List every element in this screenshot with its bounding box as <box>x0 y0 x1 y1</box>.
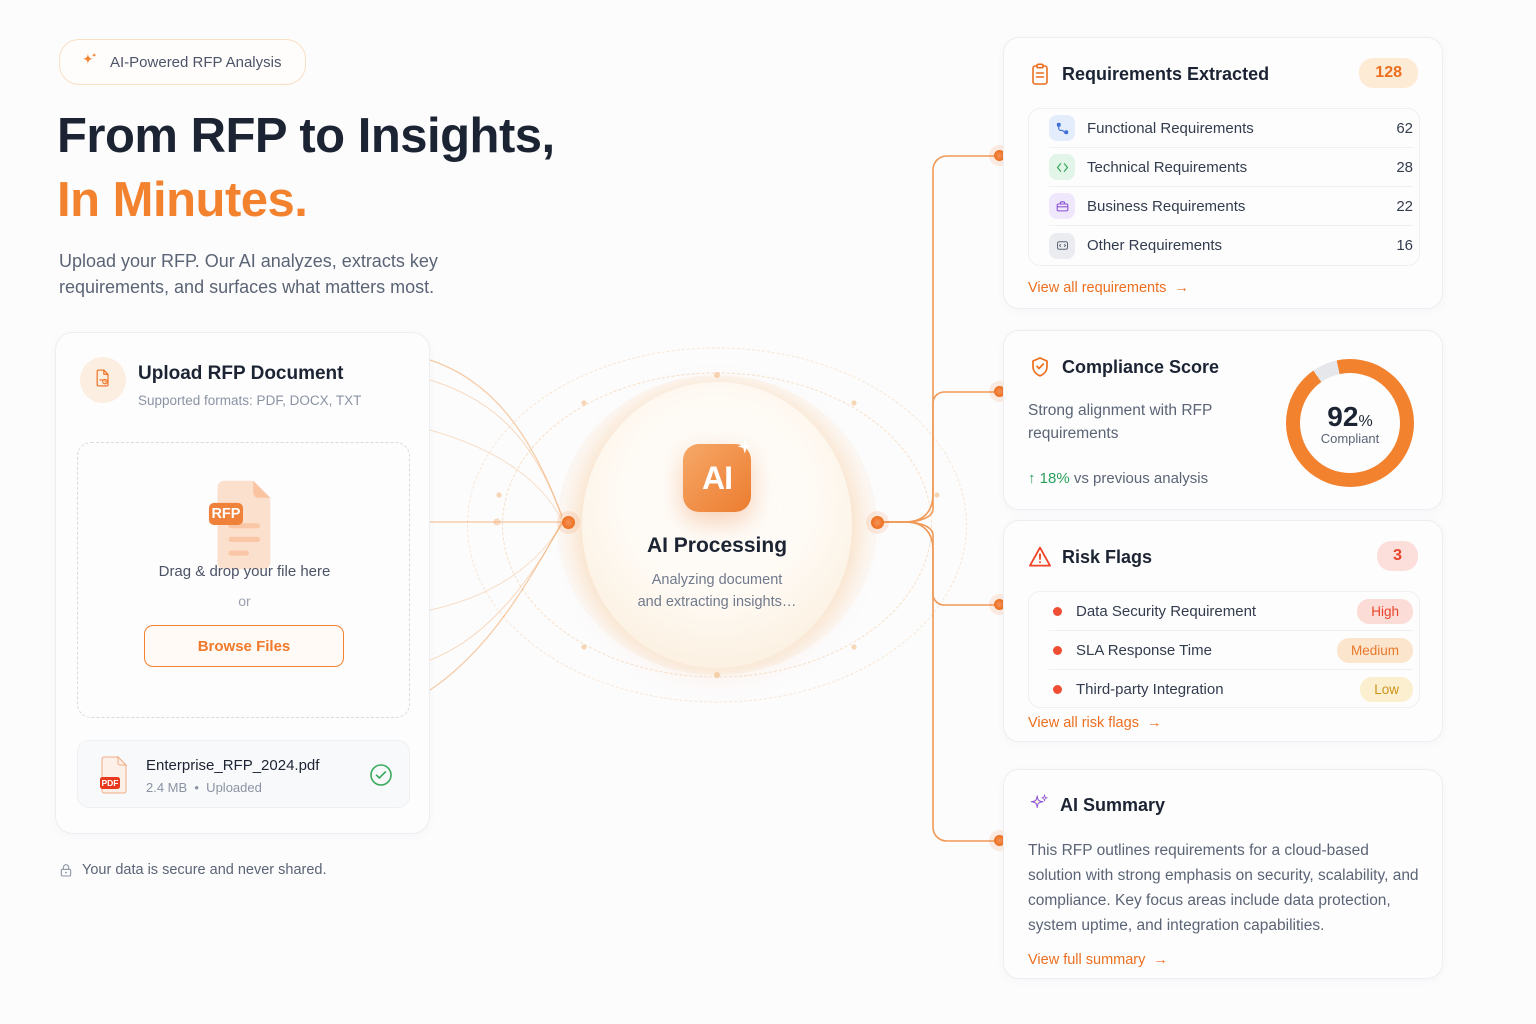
svg-text:RFP: RFP <box>211 506 240 522</box>
svg-text:PDF: PDF <box>102 778 119 788</box>
